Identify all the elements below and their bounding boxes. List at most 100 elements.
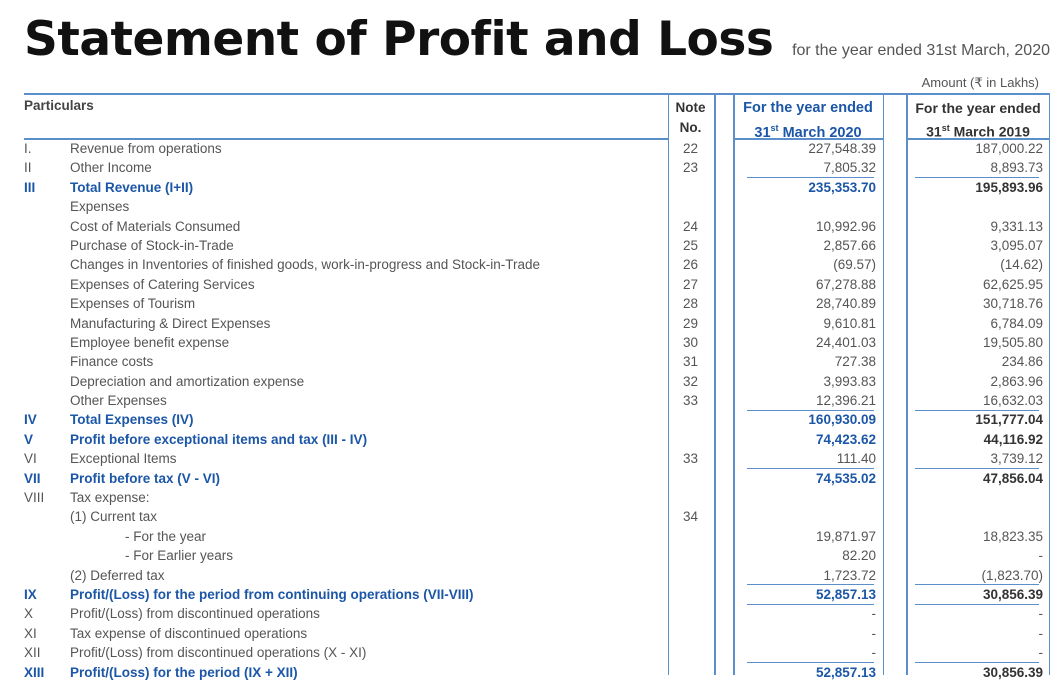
table-row: V Profit before exceptional items and tax… bbox=[0, 430, 1063, 449]
row-label: Expenses of Tourism bbox=[70, 296, 196, 312]
row-current-year-amount: 52,857.13 bbox=[815, 586, 876, 602]
subtotal-rule-revenue-py bbox=[915, 176, 1039, 178]
row-label: Finance costs bbox=[70, 354, 154, 370]
row-current-year-amount: 2,857.66 bbox=[823, 237, 876, 253]
header-cy-month: March 2020 bbox=[778, 124, 862, 141]
column-divider-py-right bbox=[1049, 95, 1050, 675]
row-label: Tax expense of discontinued operations bbox=[70, 625, 308, 641]
subtotal-rule-discontinued-cy bbox=[747, 661, 874, 663]
column-divider-note-right bbox=[714, 95, 716, 675]
subtotal-rule-revenue-cy bbox=[747, 176, 874, 178]
row-roman-numeral: XII bbox=[24, 645, 41, 661]
row-label: Profit/(Loss) for the period from contin… bbox=[70, 586, 474, 602]
row-previous-year-amount: 19,505.80 bbox=[982, 334, 1043, 350]
table-row: Manufacturing & Direct Expenses 29 9,610.8… bbox=[0, 314, 1063, 333]
row-previous-year-amount: 47,856.04 bbox=[982, 470, 1043, 486]
row-label: Total Revenue (I+II) bbox=[70, 179, 194, 195]
row-label: Employee benefit expense bbox=[70, 334, 230, 350]
header-cy-day: 31 bbox=[754, 124, 771, 141]
table-row: II Other Income 23 7,805.32 8,893.73 bbox=[0, 158, 1063, 177]
row-current-year-amount: 727.38 bbox=[834, 354, 876, 370]
row-label: Other Expenses bbox=[70, 393, 167, 409]
statement-table-body: I. Revenue from operations 22 227,548.39 187… bbox=[0, 139, 1063, 682]
amount-note: Amount (₹ in Lakhs) bbox=[921, 75, 1039, 90]
table-row: VII Profit before tax (V - VI) 74,535.02 47… bbox=[0, 469, 1063, 488]
table-row: Purchase of Stock-in-Trade 25 2,857.66 3,09… bbox=[0, 236, 1063, 255]
header-bottom-rule-particulars bbox=[24, 138, 669, 140]
header-bottom-rule-py bbox=[906, 138, 1050, 140]
table-row: Depreciation and amortization expense 32 3… bbox=[0, 372, 1063, 391]
row-label: Purchase of Stock-in-Trade bbox=[70, 237, 234, 253]
row-note-number: 27 bbox=[682, 276, 699, 292]
row-note-number: 23 bbox=[682, 160, 699, 176]
row-previous-year-amount: - bbox=[1038, 625, 1044, 641]
row-current-year-amount: - bbox=[871, 625, 877, 641]
table-row: I. Revenue from operations 22 227,548.39 187… bbox=[0, 139, 1063, 158]
table-row: - For Earlier years 82.20 - bbox=[0, 546, 1063, 565]
row-previous-year-amount: 30,856.39 bbox=[982, 664, 1043, 680]
row-previous-year-amount: 30,718.76 bbox=[982, 296, 1043, 312]
row-previous-year-amount: 30,856.39 bbox=[982, 586, 1043, 602]
row-previous-year-amount: - bbox=[1038, 606, 1044, 622]
subtotal-rule-expenses-cy bbox=[747, 409, 874, 411]
subtotal-rule-tax-py bbox=[915, 584, 1039, 586]
row-roman-numeral: III bbox=[24, 179, 36, 195]
header-py-line2: 31st March 2019 bbox=[906, 118, 1050, 142]
row-roman-numeral: IV bbox=[24, 412, 37, 428]
header-previous-year: For the year ended 31st March 2019 bbox=[906, 98, 1050, 142]
table-row: Expenses of Tourism 28 28,740.89 30,718.76 bbox=[0, 294, 1063, 313]
table-row: VIII Tax expense: bbox=[0, 488, 1063, 507]
header-note-line1: Note bbox=[675, 100, 706, 115]
row-note-number: 33 bbox=[682, 393, 699, 409]
subtotal-rule-exceptional-cy bbox=[747, 467, 874, 469]
row-note-number: 31 bbox=[682, 354, 699, 370]
row-previous-year-amount: 151,777.04 bbox=[975, 412, 1043, 428]
row-label: Revenue from operations bbox=[70, 141, 222, 156]
table-row: IV Total Expenses (IV) 160,930.09 151,777.0… bbox=[0, 410, 1063, 429]
header-cy-sup: st bbox=[770, 123, 779, 133]
row-note-number: 29 bbox=[682, 315, 699, 331]
table-row: VI Exceptional Items 33 111.40 3,739.12 bbox=[0, 449, 1063, 468]
row-roman-numeral: VII bbox=[24, 470, 41, 486]
row-current-year-amount: 74,423.62 bbox=[815, 431, 876, 447]
row-current-year-amount: 227,548.39 bbox=[808, 141, 876, 156]
table-row: - For the year 19,871.97 18,823.35 bbox=[0, 527, 1063, 546]
row-note-number: 34 bbox=[682, 509, 699, 525]
row-previous-year-amount: 18,823.35 bbox=[982, 528, 1043, 544]
row-current-year-amount: 28,740.89 bbox=[815, 296, 876, 312]
table-row: Finance costs 31 727.38 234.86 bbox=[0, 352, 1063, 371]
header-py-month: March 2019 bbox=[949, 123, 1030, 140]
subtotal-rule-continuing-cy bbox=[747, 603, 874, 605]
row-label: Profit/(Loss) from discontinued operatio… bbox=[70, 645, 367, 661]
row-current-year-amount: 111.40 bbox=[836, 451, 876, 467]
table-row: Employee benefit expense 30 24,401.03 19,50… bbox=[0, 333, 1063, 352]
column-divider-py-left bbox=[906, 95, 908, 675]
row-label: (1) Current tax bbox=[70, 509, 158, 525]
row-current-year-amount: 9,610.81 bbox=[823, 315, 876, 331]
row-label: Profit/(Loss) from discontinued operatio… bbox=[70, 606, 320, 622]
row-previous-year-amount: 3,095.07 bbox=[990, 237, 1043, 253]
subtotal-rule-tax-cy bbox=[747, 584, 874, 586]
row-roman-numeral: V bbox=[24, 431, 34, 447]
row-current-year-amount: 7,805.32 bbox=[823, 160, 876, 176]
header-py-line1: For the year ended bbox=[915, 100, 1041, 116]
subtotal-rule-exceptional-py bbox=[915, 467, 1039, 469]
row-current-year-amount: 1,723.72 bbox=[823, 567, 876, 583]
row-previous-year-amount: 8,893.73 bbox=[990, 160, 1043, 176]
header-cy-line2: 31st March 2020 bbox=[733, 118, 883, 143]
subtotal-rule-discontinued-py bbox=[915, 661, 1039, 663]
row-note-number: 24 bbox=[682, 218, 699, 234]
row-note-number: 22 bbox=[682, 141, 699, 156]
column-divider-note-left bbox=[668, 95, 669, 675]
row-label: Total Expenses (IV) bbox=[70, 412, 194, 428]
table-row: XII Profit/(Loss) from discontinued opera… bbox=[0, 643, 1063, 662]
table-row: (2) Deferred tax 1,723.72 (1,823.70) bbox=[0, 566, 1063, 585]
header-bottom-rule-cy bbox=[733, 138, 884, 140]
row-previous-year-amount: 187,000.22 bbox=[975, 141, 1043, 156]
row-previous-year-amount: - bbox=[1038, 548, 1044, 564]
row-label: Expenses bbox=[70, 199, 130, 215]
row-previous-year-amount: (14.62) bbox=[1000, 257, 1043, 273]
row-previous-year-amount: - bbox=[1038, 645, 1044, 661]
row-previous-year-amount: (1,823.70) bbox=[981, 567, 1043, 583]
table-row: Other Expenses 33 12,396.21 16,632.03 bbox=[0, 391, 1063, 410]
